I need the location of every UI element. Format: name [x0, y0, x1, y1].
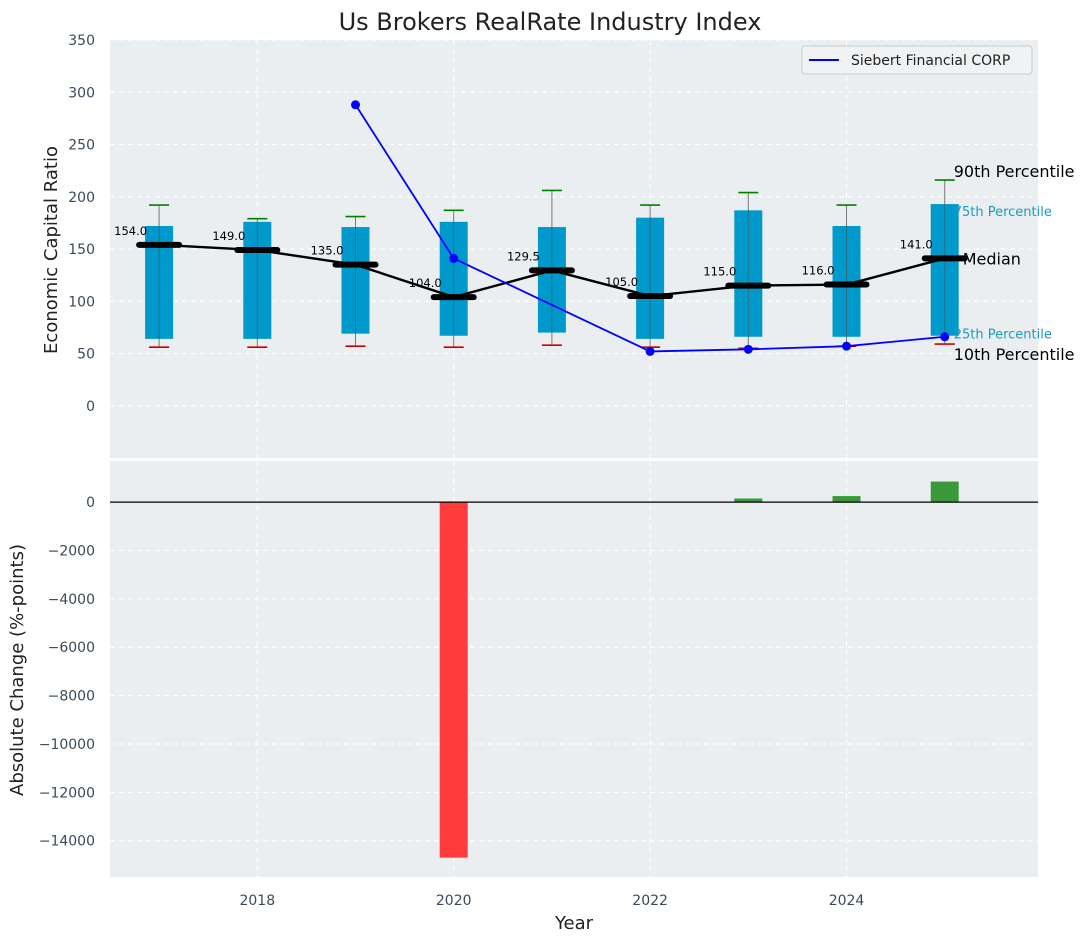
median-value-label: 154.0	[114, 224, 147, 238]
top-y-tick-label: 150	[68, 242, 95, 258]
top-y-axis-title: Economic Capital Ratio	[41, 146, 62, 354]
top-y-tick-label: 300	[68, 85, 95, 101]
median-value-label: 105.0	[605, 275, 638, 289]
legend: Siebert Financial CORP	[801, 45, 1033, 75]
company-line	[354, 104, 945, 353]
top-y-tick-label: 200	[68, 190, 95, 206]
percentile-label-p10: 10th Percentile	[954, 345, 1075, 364]
top-y-tick-label: 250	[68, 138, 95, 154]
median-value-label: 141.0	[900, 237, 933, 251]
percentile-label-p75: 75th Percentile	[954, 205, 1052, 220]
percentile-label-p90: 90th Percentile	[954, 162, 1075, 181]
median-value-label: 116.0	[802, 264, 835, 278]
top-y-tick-label: 100	[68, 294, 95, 310]
bottom-y-tick-label: −8000	[48, 689, 95, 705]
top-y-tick-label: 50	[77, 347, 95, 363]
median-value-label: 115.0	[703, 265, 736, 279]
top-marks: 154.0 149.0 135.0 104.0 129.5 105.0 115.0 116.0…	[114, 100, 1075, 364]
x-tick-label: 2022	[632, 893, 668, 909]
change-bar	[439, 502, 468, 858]
x-tick-label: 2018	[239, 893, 275, 909]
change-bar	[832, 496, 861, 503]
x-ticks: 2018 2020 2022 2024	[239, 893, 864, 909]
median-value-label: 135.0	[311, 244, 344, 258]
legend-box	[801, 45, 1033, 75]
change-bar	[734, 498, 763, 503]
company-point	[449, 253, 459, 263]
top-plot-area: 0 50 100 150 200 250 300 350 154.0 149.0 135.0 104…	[68, 33, 1075, 458]
company-point	[743, 344, 753, 354]
bottom-y-ticks: −14000 −12000 −10000 −8000 −6000 −4000 −2000 0	[39, 495, 95, 850]
x-tick-label: 2020	[436, 893, 472, 909]
bottom-y-tick-label: −6000	[48, 640, 95, 656]
top-y-tick-label: 350	[68, 33, 95, 49]
bottom-y-tick-label: −12000	[39, 785, 95, 801]
company-point	[645, 346, 655, 356]
top-y-ticks: 0 50 100 150 200 250 300 350	[68, 33, 95, 415]
change-bar	[930, 481, 959, 503]
bottom-y-axis-title: Absolute Change (%-points)	[7, 544, 28, 796]
percentile-label-median: Median	[963, 249, 1021, 268]
median-value-label: 129.5	[507, 249, 540, 263]
top-y-tick-label: 0	[86, 399, 95, 415]
legend-label: Siebert Financial CORP	[851, 53, 1010, 69]
bottom-y-tick-label: 0	[86, 495, 95, 511]
x-axis-title: Year	[554, 913, 594, 934]
bottom-y-tick-label: −10000	[39, 737, 95, 753]
bottom-marks	[110, 481, 1038, 858]
chart-title: Us Brokers RealRate Industry Index	[339, 8, 762, 36]
company-point	[940, 332, 950, 342]
bottom-y-tick-label: −4000	[48, 592, 95, 608]
company-point	[351, 100, 361, 110]
percentile-label-p25: 25th Percentile	[954, 328, 1052, 343]
median-value-label: 149.0	[212, 229, 245, 243]
company-point	[842, 341, 852, 351]
bottom-plot-area: −14000−12000−10000−8000−6000−4000−20000 …	[39, 461, 1038, 909]
median-value-label: 104.0	[409, 276, 442, 290]
bottom-y-tick-label: −2000	[48, 543, 95, 559]
bottom-plot-background	[110, 461, 1038, 877]
x-tick-label: 2024	[829, 893, 865, 909]
bottom-y-tick-label: −14000	[39, 834, 95, 850]
